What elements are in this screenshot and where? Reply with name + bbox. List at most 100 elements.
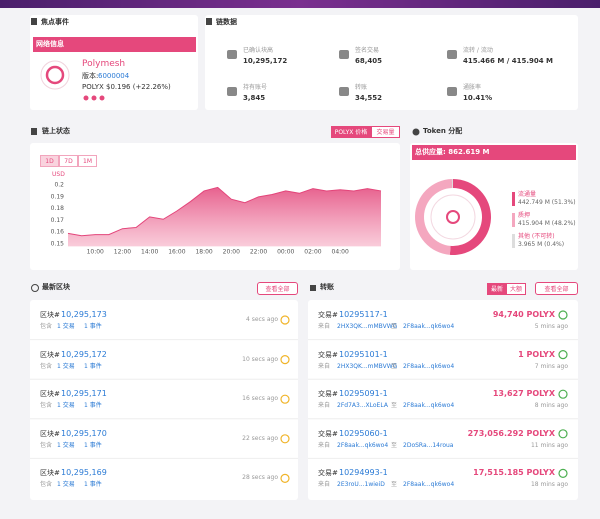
to-address[interactable]: 2DoSRa...14roua (403, 441, 454, 449)
amount: 1 POLYX (518, 349, 555, 359)
tab[interactable]: 最新 (487, 283, 507, 295)
block-number[interactable]: 10,295,172 (61, 349, 107, 359)
tab[interactable]: POLYX 价格 (331, 126, 371, 138)
block-prefix: 区块# (40, 429, 60, 438)
donut-slice (415, 179, 453, 255)
tx-count[interactable]: 1 交易 (57, 441, 75, 449)
success-icon (558, 389, 568, 399)
section-title: 链上状态 (42, 127, 70, 135)
from-address[interactable]: 2E3roU...1wieiD (337, 481, 385, 489)
to-address[interactable]: 2F8aak...qk6wo4 (403, 402, 455, 410)
y-tick-label: 0.18 (51, 205, 65, 212)
x-tick-label: 14:00 (141, 249, 158, 256)
success-icon (558, 468, 568, 478)
stat-icon (447, 50, 457, 59)
stat-value: 3,845 (243, 94, 266, 102)
version[interactable]: 6000004 (98, 72, 130, 80)
x-tick-label: 20:00 (223, 249, 240, 256)
to-address[interactable]: 2F8aak...qk6wo4 (403, 323, 455, 330)
stat-icon (227, 50, 237, 59)
from-address[interactable]: 2Fd7A3...XLoELA (337, 402, 388, 410)
pending-icon (280, 315, 290, 325)
logo-mark (446, 210, 460, 224)
legend-swatch (512, 192, 515, 206)
donut-slice (449, 179, 492, 255)
stat-icon (227, 87, 237, 96)
icon[interactable] (91, 95, 97, 101)
x-tick-label: 22:00 (250, 249, 267, 256)
section-title: 焦点事件 (41, 18, 69, 26)
legend-value: 415.904 M (48.2%) (518, 220, 576, 227)
tab[interactable]: 交易量 (371, 126, 400, 138)
block-number[interactable]: 10,295,169 (61, 468, 107, 478)
icon[interactable] (83, 95, 89, 101)
stat-value: 10.41% (463, 94, 493, 102)
block-number[interactable]: 10,295,171 (61, 389, 107, 399)
from-address[interactable]: 2HX3QK...mMBVWG (337, 323, 398, 330)
from-address[interactable]: 2HX3QK...mMBVWG (337, 362, 398, 370)
stat-label: 持有账号 (243, 84, 268, 91)
event-count[interactable]: 1 事件 (84, 402, 102, 410)
from-address[interactable]: 2F8aak...qk6wo4 (337, 441, 389, 449)
stat-value: 10,295,172 (243, 57, 288, 65)
network-header-bar (33, 37, 196, 52)
period-button[interactable]: 7D (59, 155, 78, 167)
amount: 273,056.292 POLYX (467, 428, 555, 438)
to-address[interactable]: 2F8aak...qk6wo4 (403, 362, 455, 370)
to-label: 至 (391, 481, 398, 489)
event-count[interactable]: 1 事件 (84, 323, 102, 330)
tx-count[interactable]: 1 交易 (57, 362, 75, 370)
tx-prefix: 交易# (318, 350, 338, 359)
from-label: 来自 (318, 441, 331, 449)
pending-icon (280, 355, 290, 365)
legend-swatch (512, 234, 515, 248)
section-title: 转账 (320, 283, 334, 291)
stat-value: 415.466 M / 415.904 M (463, 57, 554, 65)
section-title: 链数据 (216, 18, 237, 26)
tx-count[interactable]: 1 交易 (57, 402, 75, 410)
event-count[interactable]: 1 事件 (84, 481, 102, 489)
stat-label: 通胀率 (463, 84, 482, 91)
event-count[interactable]: 1 事件 (84, 362, 102, 370)
success-icon (558, 310, 568, 320)
tx-count[interactable]: 1 交易 (57, 481, 75, 489)
block-number[interactable]: 10,295,170 (61, 428, 107, 438)
legend-name: 其他 (不可转) (518, 233, 555, 240)
from-label: 来自 (318, 323, 331, 330)
tx-id[interactable]: 10295060-1 (339, 428, 388, 438)
view-all-button[interactable]: 查看全部 (535, 282, 578, 295)
x-tick-label: 04:00 (332, 249, 349, 256)
period-button[interactable]: 1M (78, 155, 97, 167)
event-count[interactable]: 1 事件 (84, 441, 102, 449)
price-area (68, 187, 381, 247)
supply-header-bar (412, 145, 576, 160)
legend-name: 质押 (518, 212, 531, 219)
to-label: 至 (391, 323, 398, 330)
stat-icon (447, 87, 457, 96)
tx-id[interactable]: 10295117-1 (339, 310, 388, 319)
age: 11 mins ago (530, 441, 568, 449)
icon[interactable] (99, 95, 105, 101)
tx-id[interactable]: 10295101-1 (339, 349, 388, 359)
to-address[interactable]: 2F8aak...qk6wo4 (403, 481, 455, 489)
donut-center (430, 194, 476, 240)
stat-icon (339, 87, 349, 96)
view-all-button[interactable]: 查看全部 (257, 282, 298, 295)
age: 5 mins ago (534, 323, 568, 330)
tx-id[interactable]: 10294993-1 (339, 468, 388, 478)
pending-icon (280, 473, 290, 483)
success-icon (558, 429, 568, 439)
stat-label: 已确认块高 (243, 47, 274, 54)
tx-id[interactable]: 10295091-1 (339, 389, 388, 399)
age: 10 secs ago (242, 355, 278, 363)
stat-label: 签名交易 (355, 47, 380, 54)
tab[interactable]: 大额 (506, 283, 526, 295)
tx-count[interactable]: 1 交易 (57, 323, 75, 330)
block-prefix: 区块# (40, 469, 60, 478)
block-number[interactable]: 10,295,173 (61, 310, 107, 319)
y-tick-label: 0.19 (51, 193, 65, 200)
period-button[interactable]: 1D (40, 155, 59, 167)
x-tick-label: 12:00 (114, 249, 131, 256)
